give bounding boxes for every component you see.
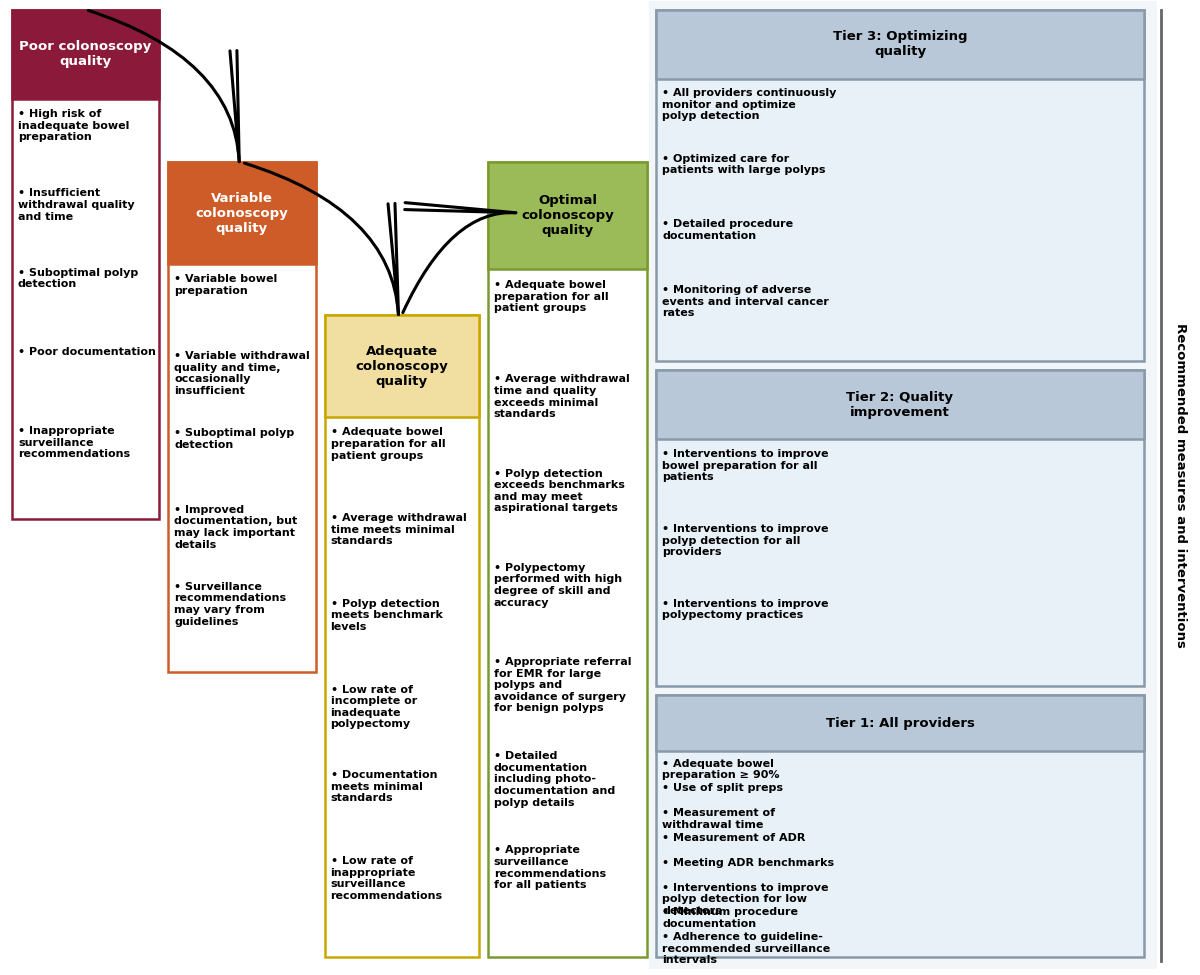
Text: • Meeting ADR benchmarks: • Meeting ADR benchmarks — [662, 858, 834, 868]
Text: Poor colonoscopy
quality: Poor colonoscopy quality — [19, 40, 151, 68]
Text: Recommended measures and interventions: Recommended measures and interventions — [1174, 323, 1187, 647]
FancyBboxPatch shape — [656, 10, 1144, 361]
Text: • Adherence to guideline-
recommended surveillance
intervals: • Adherence to guideline- recommended su… — [662, 932, 830, 965]
Text: • Poor documentation: • Poor documentation — [18, 347, 156, 357]
Text: • Use of split preps: • Use of split preps — [662, 783, 784, 794]
Text: • Documentation
meets minimal
standards: • Documentation meets minimal standards — [330, 770, 437, 803]
Text: • Detailed procedure
documentation: • Detailed procedure documentation — [662, 219, 793, 241]
Text: Optimal
colonoscopy
quality: Optimal colonoscopy quality — [521, 194, 614, 237]
FancyBboxPatch shape — [168, 163, 316, 264]
FancyBboxPatch shape — [324, 315, 479, 957]
Text: • Adequate bowel
preparation ≥ 90%: • Adequate bowel preparation ≥ 90% — [662, 759, 780, 780]
Text: • Variable bowel
preparation: • Variable bowel preparation — [174, 274, 277, 295]
Text: • Adequate bowel
preparation for all
patient groups: • Adequate bowel preparation for all pat… — [330, 427, 445, 460]
Text: • Variable withdrawal
quality and time,
occasionally
insufficient: • Variable withdrawal quality and time, … — [174, 351, 310, 396]
Text: Tier 3: Optimizing
quality: Tier 3: Optimizing quality — [833, 30, 967, 58]
Text: • Appropriate referral
for EMR for large
polyps and
avoidance of surgery
for ben: • Appropriate referral for EMR for large… — [493, 657, 631, 714]
Text: • Detailed
documentation
including photo-
documentation and
polyp details: • Detailed documentation including photo… — [493, 751, 616, 807]
Text: Tier 1: All providers: Tier 1: All providers — [826, 717, 974, 729]
FancyBboxPatch shape — [649, 1, 1157, 969]
Text: • Interventions to improve
polyp detection for low
detectors: • Interventions to improve polyp detecti… — [662, 882, 828, 916]
Text: • Measurement of
withdrawal time: • Measurement of withdrawal time — [662, 808, 775, 830]
Text: • Adequate bowel
preparation for all
patient groups: • Adequate bowel preparation for all pat… — [493, 280, 608, 313]
Text: • Optimized care for
patients with large polyps: • Optimized care for patients with large… — [662, 154, 826, 176]
Text: • Average withdrawal
time meets minimal
standards: • Average withdrawal time meets minimal … — [330, 513, 467, 546]
Text: Variable
colonoscopy
quality: Variable colonoscopy quality — [196, 192, 288, 235]
Text: • Average withdrawal
time and quality
exceeds minimal
standards: • Average withdrawal time and quality ex… — [493, 374, 630, 419]
Text: • All providers continuously
monitor and optimize
polyp detection: • All providers continuously monitor and… — [662, 88, 836, 122]
Text: • Interventions to improve
polypectomy practices: • Interventions to improve polypectomy p… — [662, 599, 828, 620]
FancyBboxPatch shape — [324, 315, 479, 417]
Text: • High risk of
inadequate bowel
preparation: • High risk of inadequate bowel preparat… — [18, 109, 130, 142]
FancyBboxPatch shape — [168, 163, 316, 672]
Text: • Monitoring of adverse
events and interval cancer
rates: • Monitoring of adverse events and inter… — [662, 285, 829, 318]
FancyBboxPatch shape — [12, 10, 160, 99]
Text: • Insufficient
withdrawal quality
and time: • Insufficient withdrawal quality and ti… — [18, 188, 134, 221]
Text: • Suboptimal polyp
detection: • Suboptimal polyp detection — [18, 268, 138, 290]
FancyBboxPatch shape — [656, 370, 1144, 686]
Text: • Appropriate
surveillance
recommendations
for all patients: • Appropriate surveillance recommendatio… — [493, 845, 606, 890]
Text: • Low rate of
inappropriate
surveillance
recommendations: • Low rate of inappropriate surveillance… — [330, 856, 443, 901]
FancyBboxPatch shape — [487, 163, 647, 269]
FancyBboxPatch shape — [12, 10, 160, 519]
FancyBboxPatch shape — [656, 370, 1144, 440]
FancyBboxPatch shape — [656, 695, 1144, 957]
Text: Adequate
colonoscopy
quality: Adequate colonoscopy quality — [355, 344, 448, 388]
Text: • Low rate of
incomplete or
inadequate
polypectomy: • Low rate of incomplete or inadequate p… — [330, 684, 416, 729]
Text: • Interventions to improve
bowel preparation for all
patients: • Interventions to improve bowel prepara… — [662, 449, 828, 483]
Text: • Surveillance
recommendations
may vary from
guidelines: • Surveillance recommendations may vary … — [174, 582, 287, 627]
Text: • Inappropriate
surveillance
recommendations: • Inappropriate surveillance recommendat… — [18, 426, 130, 459]
Text: • Minimum procedure
documentation: • Minimum procedure documentation — [662, 908, 798, 929]
Text: • Polyp detection
meets benchmark
levels: • Polyp detection meets benchmark levels — [330, 599, 443, 632]
Text: • Measurement of ADR: • Measurement of ADR — [662, 833, 805, 843]
Text: Tier 2: Quality
improvement: Tier 2: Quality improvement — [846, 391, 954, 419]
Text: • Polyp detection
exceeds benchmarks
and may meet
aspirational targets: • Polyp detection exceeds benchmarks and… — [493, 469, 625, 514]
Text: • Improved
documentation, but
may lack important
details: • Improved documentation, but may lack i… — [174, 505, 298, 550]
FancyBboxPatch shape — [656, 10, 1144, 79]
FancyBboxPatch shape — [487, 163, 647, 957]
Text: • Suboptimal polyp
detection: • Suboptimal polyp detection — [174, 428, 294, 449]
Text: • Polypectomy
performed with high
degree of skill and
accuracy: • Polypectomy performed with high degree… — [493, 563, 622, 607]
Text: • Interventions to improve
polyp detection for all
providers: • Interventions to improve polyp detecti… — [662, 524, 828, 557]
FancyBboxPatch shape — [656, 695, 1144, 751]
